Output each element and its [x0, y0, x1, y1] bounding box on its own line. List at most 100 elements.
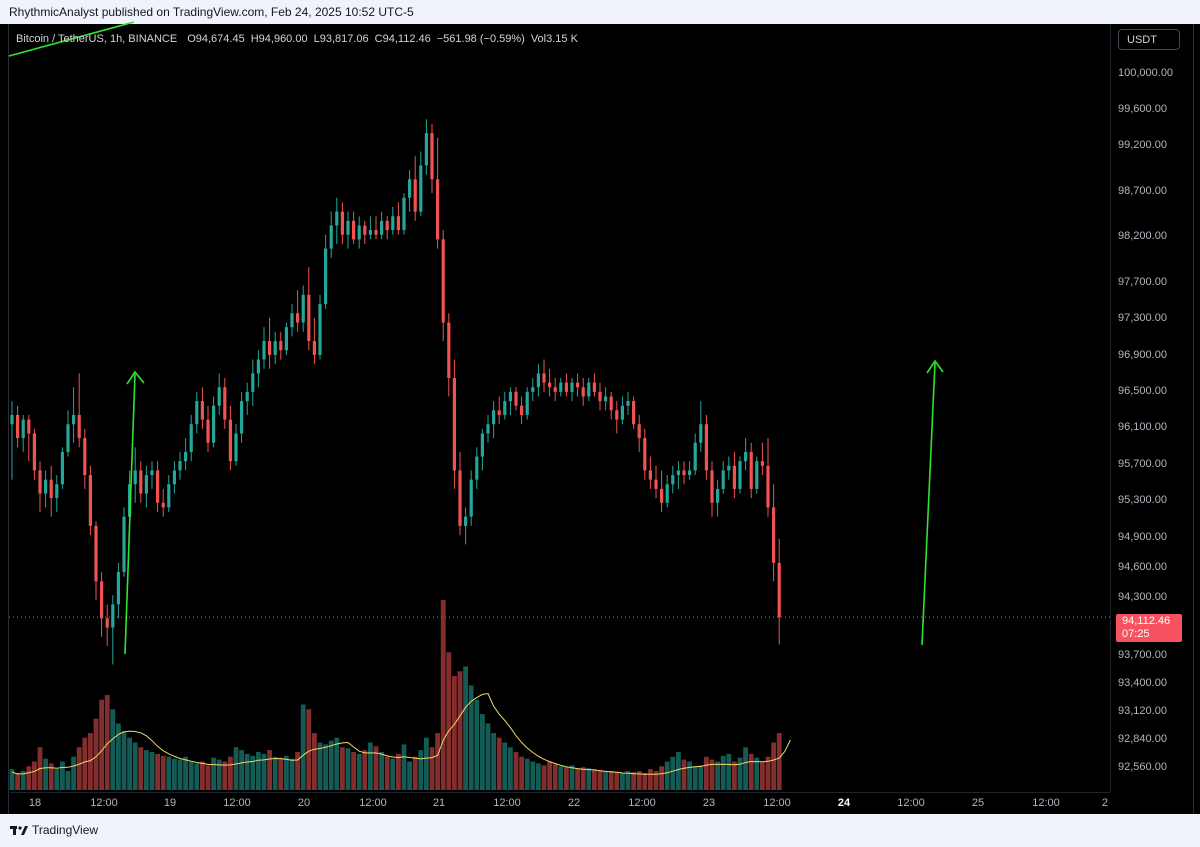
volume-bar [715, 761, 720, 790]
volume-bar [429, 747, 435, 790]
volume-bar [127, 737, 132, 790]
volume-bar [312, 733, 317, 790]
candle-body [587, 382, 591, 397]
volume-bar [15, 772, 20, 790]
volume-moving-average-line [11, 692, 791, 775]
candle-body [161, 502, 165, 508]
volume-bar [43, 758, 48, 790]
volume-bar [412, 756, 418, 790]
candle-body [100, 581, 104, 619]
candle-body [570, 382, 574, 392]
candle-body [184, 451, 188, 462]
green-trendline-top-left[interactable] [8, 21, 135, 57]
chart-pane[interactable] [8, 24, 1194, 814]
price-tick: 97,700.00 [1118, 276, 1167, 288]
volume-bar [491, 733, 496, 790]
high-value: 94,960.00 [258, 33, 308, 45]
time-tick: 21 [432, 797, 446, 809]
change-value: −561.98 (−0.59%) [436, 33, 525, 45]
volume-bar [541, 765, 547, 790]
price-tick: 99,200.00 [1118, 139, 1167, 151]
time-tick: 12:00 [90, 797, 118, 809]
price-tick: 96,900.00 [1118, 349, 1167, 361]
volume-bar [424, 737, 429, 790]
green-up-arrow-right[interactable] [921, 359, 944, 646]
volume-bar [244, 753, 250, 790]
tradingview-brand[interactable]: TradingView [10, 823, 98, 837]
green-up-arrow-left[interactable] [124, 370, 145, 655]
price-tick: 93,120.00 [1118, 705, 1167, 717]
volume-bar [737, 757, 743, 790]
time-tick: 12:00 [1032, 797, 1060, 809]
candle-body [447, 322, 451, 378]
price-axis[interactable] [1110, 24, 1193, 792]
candle-body [200, 401, 204, 420]
volume-bar [200, 761, 205, 790]
volume-bar [698, 765, 704, 790]
volume-bar [396, 753, 401, 790]
candle-body [172, 470, 176, 485]
candle-body [710, 470, 714, 503]
volume-bar [110, 709, 116, 790]
candle-body [44, 479, 48, 494]
currency-button[interactable]: USDT [1118, 29, 1180, 50]
candle-body [32, 433, 36, 471]
time-tick: 20 [297, 797, 311, 809]
time-axis[interactable] [8, 792, 1110, 815]
candle-body [592, 382, 596, 392]
volume-bar [536, 763, 541, 790]
candle-body [419, 165, 423, 212]
candle-body [542, 373, 546, 383]
candle-body [402, 197, 406, 231]
close-label: C [374, 33, 383, 45]
volume-bar [26, 766, 32, 790]
volume-bar [88, 733, 93, 790]
volume-bar [603, 771, 608, 790]
volume-bar [76, 747, 82, 790]
volume-bar [132, 742, 138, 790]
candle-body [262, 341, 266, 360]
volume-bar [32, 761, 37, 790]
volume-bar [267, 750, 272, 790]
candle-body [128, 484, 132, 517]
volume-bar [121, 731, 127, 790]
volume-bar [93, 718, 99, 790]
volume-bar [407, 761, 412, 790]
volume-bar [440, 600, 446, 790]
candle-body [55, 484, 59, 499]
volume-bar [496, 737, 502, 790]
close-value: 94,112.46 [382, 33, 431, 45]
candle-body [167, 484, 171, 508]
volume-bar [166, 756, 172, 790]
candle-body [637, 424, 641, 439]
volume-bar [435, 733, 440, 790]
volume-label: Vol [530, 33, 547, 45]
candle-body [396, 216, 400, 231]
price-tick: 97,300.00 [1118, 312, 1167, 324]
candle-body [721, 470, 725, 489]
volume-bar [625, 771, 631, 790]
volume-bar [116, 723, 121, 790]
candle-body [312, 341, 316, 355]
volume-bar [9, 769, 15, 790]
candle-body [133, 470, 137, 485]
candle-body [256, 359, 260, 374]
volume-bar [485, 723, 491, 790]
volume-bar [20, 771, 26, 790]
candle-body [88, 475, 92, 526]
price-tick: 93,700.00 [1118, 649, 1167, 661]
volume-bar [463, 666, 468, 790]
candle-body [643, 438, 647, 471]
candle-body [357, 225, 361, 240]
candle-body [531, 387, 535, 392]
candle-body [363, 225, 367, 235]
volume-bar [681, 759, 687, 790]
publisher-text: RhythmicAnalyst published on TradingView… [9, 5, 414, 19]
volume-bar [676, 752, 681, 790]
candle-body [464, 516, 468, 526]
symbol-title[interactable]: Bitcoin / TetherUS, 1h, BINANCE [16, 33, 178, 45]
volume-bar [149, 752, 155, 790]
candle-body [156, 470, 160, 503]
candle-body [324, 248, 328, 305]
